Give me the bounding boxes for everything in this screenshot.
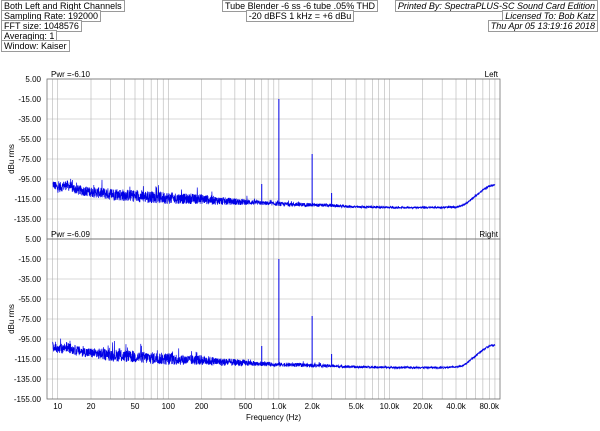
y-tick-label: -15.00 [18, 95, 41, 104]
fft-size-label: FFT size: 1048576 [1, 20, 82, 32]
y-tick-label: -75.00 [18, 155, 41, 164]
y-tick-label: -35.00 [18, 275, 41, 284]
y-tick-label: -75.00 [18, 315, 41, 324]
y-axis-label: dBu rms [7, 144, 16, 174]
y-tick-label: -95.00 [18, 335, 41, 344]
window-label: Window: Kaiser [1, 40, 70, 52]
x-tick-label: 100 [162, 402, 176, 411]
y-tick-label: -55.00 [18, 295, 41, 304]
pwr-label: Pwr =-6.09 [51, 230, 90, 239]
x-tick-label: 1.0k [271, 402, 287, 411]
printed-by-label: Printed By: SpectraPLUS-SC Sound Card Ed… [394, 0, 598, 12]
spectrum-trace-right [52, 338, 496, 370]
chart-subtitle: -20 dBFS 1 kHz = +6 dBu [245, 10, 355, 22]
y-tick-label: 5.00 [25, 75, 41, 84]
x-tick-label: 500 [239, 402, 253, 411]
y-tick-label: -95.00 [18, 175, 41, 184]
y-tick-label: -115.00 [14, 355, 41, 364]
x-tick-label: 80.0k [479, 402, 500, 411]
channel-label: Left [485, 70, 499, 79]
header-title: Tube Blender -6 ss -6 tube .05% THD -20 … [190, 0, 410, 22]
print-date-label: Thu Apr 05 13:19:16 2018 [487, 20, 598, 32]
x-tick-label: 10 [53, 402, 62, 411]
chart-panel-right: 5.00 -15.00 -35.00 -55.00 -75.00 -95.00 -115.0… [7, 230, 501, 422]
spectrum-trace-left [52, 178, 496, 210]
header-info-left: Both Left and Right Channels Sampling Ra… [1, 0, 125, 52]
y-tick-label: -115.00 [14, 195, 41, 204]
channel-label: Right [479, 230, 498, 239]
y-tick-label: 5.00 [25, 235, 41, 244]
y-tick-label: -15.00 [18, 255, 41, 264]
x-tick-label: 50 [131, 402, 140, 411]
licensed-to-label: Licensed To: Bob Katz [502, 10, 598, 22]
x-axis-label: Frequency (Hz) [246, 413, 301, 422]
sampling-rate-label: Sampling Rate: 192000 [1, 10, 102, 22]
y-tick-label: -155.00 [14, 395, 42, 404]
x-tick-label: 10.0k [380, 402, 401, 411]
header-info-right: Printed By: SpectraPLUS-SC Sound Card Ed… [394, 0, 598, 32]
x-tick-label: 20.0k [413, 402, 434, 411]
y-tick-label: -135.00 [14, 215, 42, 224]
averaging-label: Averaging: 1 [1, 30, 58, 42]
chart-title: Tube Blender -6 ss -6 tube .05% THD [221, 0, 379, 12]
x-tick-label: 200 [195, 402, 209, 411]
chart-panel-left: 5.00 -15.00 -35.00 -55.00 -75.00 -95.00 -115.0… [7, 70, 501, 240]
pwr-label: Pwr =-6.10 [51, 70, 90, 79]
y-tick-label: -35.00 [18, 115, 41, 124]
x-tick-label: 2.0k [305, 402, 321, 411]
channels-label: Both Left and Right Channels [1, 0, 125, 12]
plot-frame [46, 238, 501, 400]
x-tick-label: 40.0k [446, 402, 467, 411]
y-axis-label: dBu rms [7, 304, 16, 334]
y-tick-label: -55.00 [18, 135, 41, 144]
x-tick-label: 5.0k [349, 402, 365, 411]
y-tick-label: -135.00 [14, 375, 42, 384]
x-tick-label: 20 [87, 402, 96, 411]
